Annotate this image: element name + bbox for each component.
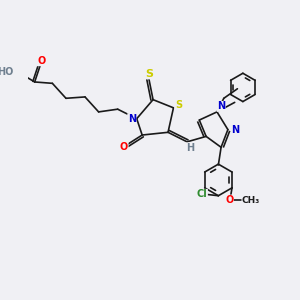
- Text: N: N: [231, 124, 240, 135]
- Text: CH₃: CH₃: [242, 196, 260, 205]
- Text: O: O: [120, 142, 128, 152]
- Text: Cl: Cl: [197, 189, 207, 200]
- Text: H: H: [186, 143, 194, 153]
- Text: O: O: [225, 195, 233, 205]
- Text: N: N: [128, 114, 136, 124]
- Text: S: S: [145, 69, 153, 79]
- Text: O: O: [37, 56, 46, 66]
- Text: S: S: [175, 100, 182, 110]
- Text: N: N: [217, 101, 225, 112]
- Text: HO: HO: [0, 68, 14, 77]
